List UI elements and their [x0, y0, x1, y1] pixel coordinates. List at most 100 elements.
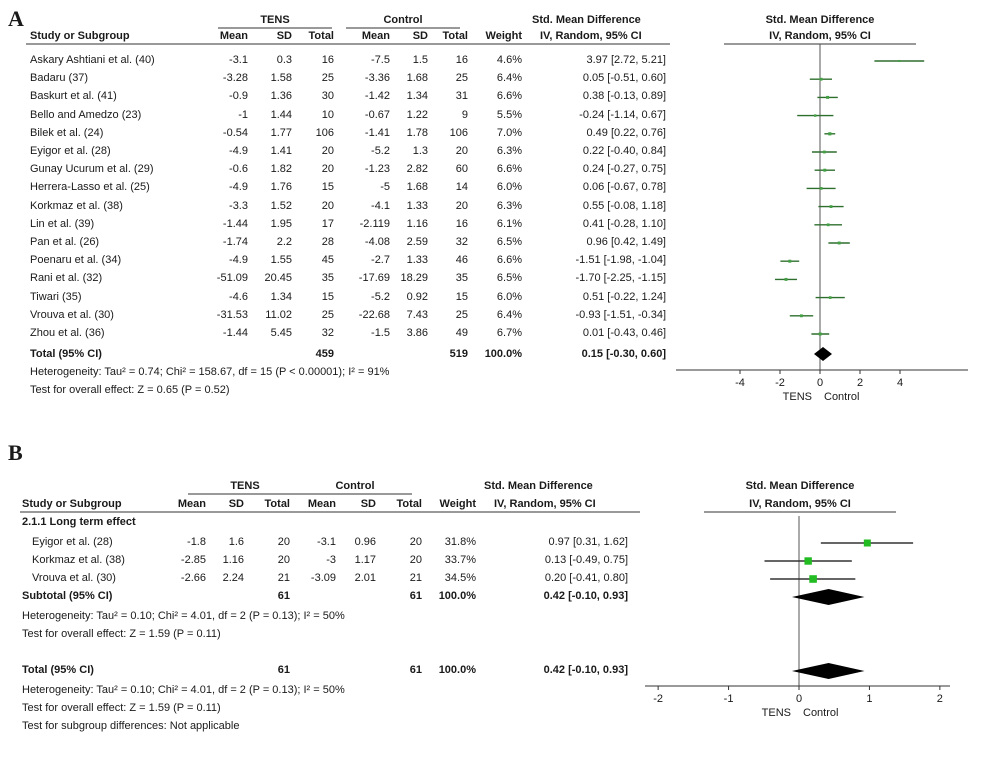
control-total: 35 [455, 272, 468, 284]
point-estimate [784, 277, 788, 281]
tens-sd: 1.6 [228, 536, 244, 548]
study-col-header: Study or Subgroup [22, 498, 122, 510]
control-total: 32 [455, 236, 468, 248]
total-n2: 61 [409, 664, 422, 676]
control-total: 9 [461, 109, 468, 121]
point-estimate [804, 557, 812, 565]
control-mean: -5.2 [371, 145, 390, 157]
x-tick-label: -1 [724, 693, 734, 705]
point-estimate [826, 95, 830, 99]
tens-sd: 1.76 [270, 181, 292, 193]
panel-label: A [8, 6, 24, 31]
study-weight: 5.5% [496, 109, 522, 121]
control-sd: 1.78 [406, 127, 428, 139]
study-name: Vrouva et al. (30) [30, 309, 114, 321]
control-sd: 1.5 [412, 54, 428, 66]
control-total: 20 [455, 145, 468, 157]
tens-mean: -1.44 [222, 218, 248, 230]
control-sd: 0.92 [406, 291, 428, 303]
study-name: Eyigor et al. (28) [32, 536, 113, 548]
study-weight: 6.4% [496, 309, 522, 321]
study-weight: 33.7% [444, 554, 476, 566]
study-name: Herrera-Lasso et al. (25) [30, 181, 150, 193]
control-sd: 1.68 [406, 72, 428, 84]
point-estimate [788, 259, 792, 263]
point-estimate [898, 59, 901, 63]
x-tick-label: -4 [735, 377, 745, 389]
total-label: Total (95% CI) [30, 348, 102, 360]
point-estimate [828, 296, 832, 299]
weight-col-header: Weight [439, 498, 476, 510]
total1-col-header: Total [308, 30, 334, 42]
control-total: 16 [455, 54, 468, 66]
tens-mean: -0.9 [229, 90, 248, 102]
tens-mean: -4.9 [229, 181, 248, 193]
study-ci: -0.24 [-1.14, 0.67] [579, 109, 666, 121]
tens-sd: 2.24 [222, 572, 244, 584]
study-weight: 6.4% [496, 72, 522, 84]
point-estimate [863, 539, 871, 547]
tens-total: 16 [321, 54, 334, 66]
tens-sd: 1.52 [270, 200, 292, 212]
study-ci: -1.51 [-1.98, -1.04] [575, 254, 667, 266]
total-ci: 0.15 [-0.30, 0.60] [581, 348, 666, 360]
tens-total: 20 [321, 200, 334, 212]
study-name: Korkmaz et al. (38) [32, 554, 125, 566]
tens-mean: -31.53 [216, 309, 248, 321]
control-total: 46 [455, 254, 468, 266]
tens-mean: -3.1 [229, 54, 248, 66]
control-mean: -2.119 [359, 218, 390, 230]
control-sd: 2.59 [406, 236, 428, 248]
tens-sd: 1.36 [270, 90, 292, 102]
total-weight: 100.0% [438, 664, 476, 676]
plot-subheader: IV, Random, 95% CI [749, 498, 851, 510]
control-mean: -3.09 [310, 572, 336, 584]
tens-sd: 20.45 [264, 272, 292, 284]
tens-mean: -0.6 [229, 163, 248, 175]
study-name: Rani et al. (32) [30, 272, 103, 284]
control-sd: 1.33 [406, 254, 428, 266]
study-name: Vrouva et al. (30) [32, 572, 116, 584]
tens-total: 10 [321, 109, 334, 121]
control-mean: -5.2 [371, 291, 390, 303]
total-diamond [814, 347, 832, 361]
tens-mean: -1.44 [222, 327, 248, 339]
study-ci: 0.13 [-0.49, 0.75] [544, 554, 628, 566]
study-weight: 6.6% [496, 90, 522, 102]
study-ci: 0.49 [0.22, 0.76] [586, 127, 666, 139]
axis-label-right: Control [803, 707, 838, 719]
control-total: 20 [409, 536, 422, 548]
control-mean: -3.1 [317, 536, 336, 548]
panel-label: B [8, 440, 23, 465]
sd1-col-header: SD [276, 30, 292, 42]
control-mean: -2.7 [371, 254, 390, 266]
study-weight: 6.1% [496, 218, 522, 230]
control-sd: 1.68 [406, 181, 428, 193]
control-mean: -22.68 [358, 309, 390, 321]
x-tick-label: 0 [796, 693, 802, 705]
control-total: 60 [455, 163, 468, 175]
control-mean: -0.67 [364, 109, 390, 121]
overall-effect-text: Test for overall effect: Z = 1.59 (P = 0… [22, 702, 221, 714]
study-weight: 34.5% [444, 572, 476, 584]
tens-total: 25 [321, 72, 334, 84]
study-ci: 0.41 [-0.28, 1.10] [582, 218, 666, 230]
study-weight: 7.0% [496, 127, 522, 139]
forest-plot-area: -4 -2 0 2 4 TENS Control [26, 27, 968, 403]
control-mean: -1.42 [364, 90, 390, 102]
control-total: 21 [409, 572, 422, 584]
study-weight: 6.5% [496, 236, 522, 248]
subtotal-heterogeneity-text: Heterogeneity: Tau² = 0.10; Chi² = 4.01,… [22, 610, 345, 622]
study-name: Bilek et al. (24) [30, 127, 104, 139]
tens-total: 45 [321, 254, 334, 266]
heterogeneity-text: Heterogeneity: Tau² = 0.10; Chi² = 4.01,… [22, 684, 345, 696]
plot-subheader: IV, Random, 95% CI [769, 30, 871, 42]
effect-subheader: IV, Random, 95% CI [540, 30, 642, 42]
study-name: Lin et al. (39) [30, 218, 95, 230]
x-tick-label: 1 [866, 693, 872, 705]
tens-sd: 1.82 [270, 163, 292, 175]
point-estimate [818, 332, 822, 336]
tens-total: 15 [321, 291, 334, 303]
tens-mean: -4.9 [229, 254, 248, 266]
total-n2: 519 [449, 348, 468, 360]
